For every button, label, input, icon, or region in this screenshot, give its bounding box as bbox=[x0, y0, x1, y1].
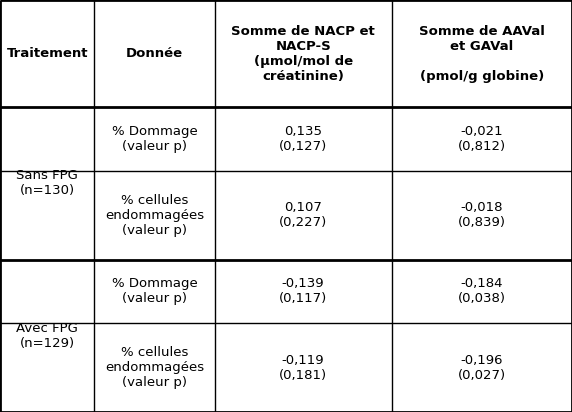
Text: % Dommage
(valeur p): % Dommage (valeur p) bbox=[112, 278, 197, 305]
Text: Traitement: Traitement bbox=[6, 47, 88, 60]
Text: Avec FPG
(n=129): Avec FPG (n=129) bbox=[16, 322, 78, 350]
Text: % cellules
endommagées
(valeur p): % cellules endommagées (valeur p) bbox=[105, 194, 204, 237]
Text: 0,135
(0,127): 0,135 (0,127) bbox=[279, 125, 327, 153]
Text: 0,107
(0,227): 0,107 (0,227) bbox=[279, 201, 327, 229]
Text: Somme de NACP et
NACP-S
(μmol/mol de
créatinine): Somme de NACP et NACP-S (μmol/mol de cré… bbox=[231, 25, 375, 82]
Text: -0,119
(0,181): -0,119 (0,181) bbox=[279, 354, 327, 382]
Text: Donnée: Donnée bbox=[126, 47, 183, 60]
Text: % Dommage
(valeur p): % Dommage (valeur p) bbox=[112, 125, 197, 153]
Text: % cellules
endommagées
(valeur p): % cellules endommagées (valeur p) bbox=[105, 346, 204, 389]
Text: -0,021
(0,812): -0,021 (0,812) bbox=[458, 125, 506, 153]
Text: Sans FPG
(n=130): Sans FPG (n=130) bbox=[16, 169, 78, 197]
Text: Somme de AAVal
et GAVal

(pmol/g globine): Somme de AAVal et GAVal (pmol/g globine) bbox=[419, 25, 545, 82]
Text: -0,018
(0,839): -0,018 (0,839) bbox=[458, 201, 506, 229]
Text: -0,139
(0,117): -0,139 (0,117) bbox=[279, 278, 327, 305]
Text: -0,184
(0,038): -0,184 (0,038) bbox=[458, 278, 506, 305]
Text: -0,196
(0,027): -0,196 (0,027) bbox=[458, 354, 506, 382]
